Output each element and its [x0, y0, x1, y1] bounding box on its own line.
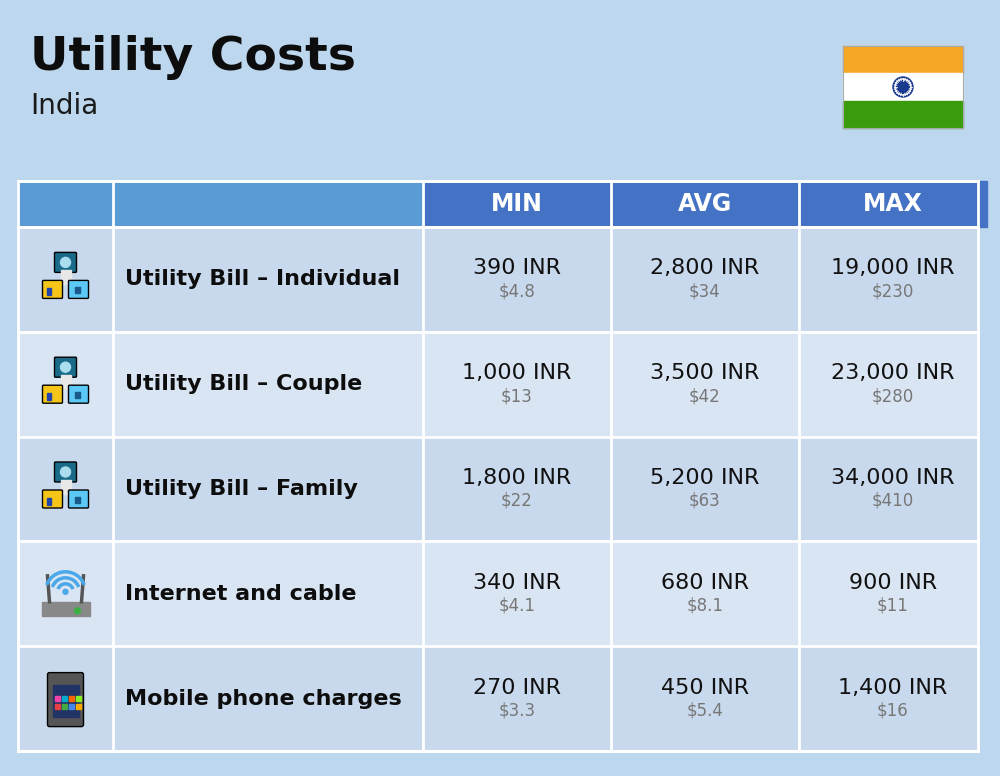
Bar [799, 181, 987, 227]
Text: $22: $22 [501, 492, 533, 510]
Bar [18, 542, 978, 646]
FancyBboxPatch shape [68, 490, 88, 508]
Text: MIN: MIN [491, 192, 543, 216]
Bar [68, 695, 74, 701]
Bar [60, 270, 70, 284]
Text: 270 INR: 270 INR [473, 677, 561, 698]
Text: 23,000 INR: 23,000 INR [831, 363, 955, 383]
FancyBboxPatch shape [42, 385, 62, 404]
Bar [68, 704, 74, 708]
Text: 1,400 INR: 1,400 INR [838, 677, 948, 698]
FancyBboxPatch shape [48, 673, 84, 726]
Bar [62, 695, 66, 701]
Bar [74, 497, 80, 503]
Circle shape [74, 608, 80, 614]
Text: India: India [30, 92, 98, 120]
Text: 19,000 INR: 19,000 INR [831, 258, 955, 279]
Bar [423, 181, 611, 227]
Text: Utility Bill – Family: Utility Bill – Family [125, 479, 358, 499]
Circle shape [60, 362, 70, 372]
Text: $230: $230 [872, 282, 914, 300]
Bar [843, 74, 963, 101]
Text: 3,500 INR: 3,500 INR [650, 363, 760, 383]
Bar [18, 437, 978, 542]
FancyBboxPatch shape [42, 490, 62, 508]
Bar [60, 480, 70, 494]
Bar [60, 376, 70, 390]
Circle shape [893, 77, 913, 97]
Bar [46, 393, 50, 400]
FancyBboxPatch shape [68, 280, 88, 299]
Text: $5.4: $5.4 [687, 702, 723, 719]
Text: 5,200 INR: 5,200 INR [650, 468, 760, 488]
Text: $63: $63 [689, 492, 721, 510]
Text: Internet and cable: Internet and cable [125, 584, 356, 604]
Circle shape [63, 589, 68, 594]
Bar [42, 602, 90, 616]
Text: 34,000 INR: 34,000 INR [831, 468, 955, 488]
Text: $11: $11 [877, 597, 909, 615]
Text: $16: $16 [877, 702, 909, 719]
Bar [18, 332, 978, 437]
Circle shape [60, 467, 70, 477]
Bar [611, 181, 799, 227]
Circle shape [896, 81, 910, 93]
Bar [52, 684, 78, 716]
Bar [46, 289, 50, 296]
Bar [18, 181, 423, 227]
Circle shape [900, 85, 906, 89]
Text: 450 INR: 450 INR [661, 677, 749, 698]
Text: $8.1: $8.1 [686, 597, 724, 615]
Text: 390 INR: 390 INR [473, 258, 561, 279]
Text: Utility Bill – Individual: Utility Bill – Individual [125, 269, 400, 289]
Bar [54, 704, 60, 708]
Text: 2,800 INR: 2,800 INR [650, 258, 760, 279]
Bar [18, 227, 978, 332]
Bar [843, 101, 963, 128]
Text: 680 INR: 680 INR [661, 573, 749, 593]
Text: $280: $280 [872, 387, 914, 405]
Bar [54, 695, 60, 701]
FancyBboxPatch shape [54, 462, 76, 482]
Text: 1,800 INR: 1,800 INR [462, 468, 572, 488]
Text: $34: $34 [689, 282, 721, 300]
FancyBboxPatch shape [42, 280, 62, 299]
Circle shape [60, 258, 70, 268]
Bar [76, 704, 80, 708]
Bar [76, 695, 80, 701]
Bar [843, 46, 963, 128]
Text: Utility Bill – Couple: Utility Bill – Couple [125, 374, 362, 394]
Text: MAX: MAX [863, 192, 923, 216]
Text: $410: $410 [872, 492, 914, 510]
FancyBboxPatch shape [54, 252, 76, 272]
Text: 900 INR: 900 INR [849, 573, 937, 593]
FancyBboxPatch shape [68, 385, 88, 404]
Text: Mobile phone charges: Mobile phone charges [125, 688, 402, 708]
Text: $3.3: $3.3 [498, 702, 536, 719]
Text: $13: $13 [501, 387, 533, 405]
Bar [62, 704, 66, 708]
Bar [18, 646, 978, 751]
Text: AVG: AVG [678, 192, 732, 216]
Text: 340 INR: 340 INR [473, 573, 561, 593]
Text: Utility Costs: Utility Costs [30, 36, 356, 81]
Text: $4.1: $4.1 [498, 597, 536, 615]
Text: 1,000 INR: 1,000 INR [462, 363, 572, 383]
Bar [74, 287, 80, 293]
Text: $4.8: $4.8 [499, 282, 535, 300]
Bar [74, 392, 80, 398]
FancyBboxPatch shape [54, 357, 76, 377]
Bar [46, 498, 50, 505]
Bar [843, 46, 963, 74]
Circle shape [895, 79, 911, 95]
Text: $42: $42 [689, 387, 721, 405]
